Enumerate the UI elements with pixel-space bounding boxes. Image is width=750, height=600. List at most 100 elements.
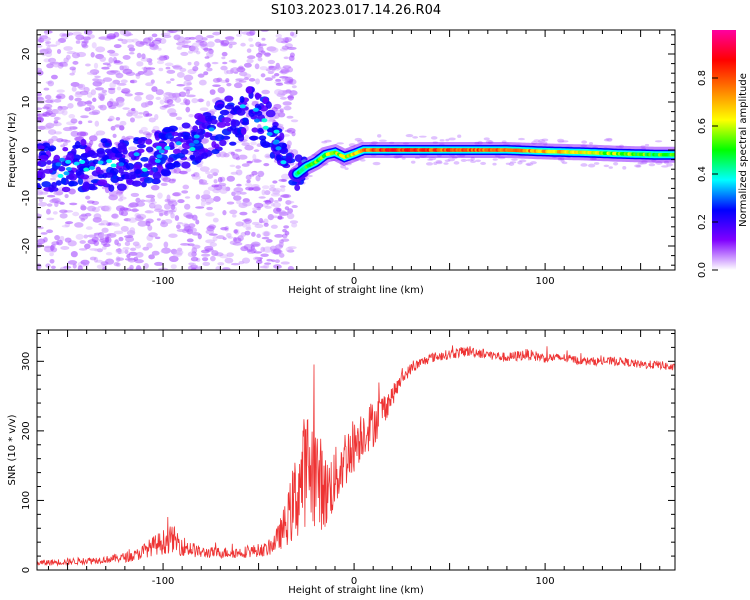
noise-blob [197, 98, 205, 103]
noise-blob [336, 142, 344, 145]
noise-blob [154, 236, 161, 240]
noise-blob [244, 145, 254, 151]
noise-blob [154, 261, 164, 266]
noise-blob [51, 135, 58, 142]
noise-blob [249, 44, 254, 48]
snr-xtick-label: -100 [152, 576, 175, 587]
noise-blob [209, 109, 218, 113]
noise-blob [261, 189, 266, 196]
noise-blob [39, 48, 48, 54]
noise-blob [278, 253, 285, 258]
noise-blob [148, 41, 155, 48]
noise-blob [160, 32, 171, 36]
noise-blob [105, 251, 113, 256]
noise-blob [127, 203, 135, 208]
noise-blob [200, 197, 207, 202]
noise-blob [145, 133, 152, 138]
noise-blob [260, 73, 266, 78]
noise-blob [78, 120, 83, 125]
noise-blob [80, 204, 86, 210]
signal-blob [160, 168, 171, 176]
noise-blob [177, 221, 184, 225]
noise-blob [98, 233, 106, 239]
noise-blob [286, 46, 297, 51]
noise-blob [113, 230, 124, 235]
signal-blob [257, 127, 264, 133]
noise-blob [263, 263, 270, 269]
noise-blob [136, 214, 142, 219]
noise-blob [37, 92, 43, 97]
signal-blob [189, 154, 196, 160]
noise-blob [272, 248, 282, 255]
noise-blob [135, 72, 141, 77]
noise-blob [580, 163, 588, 167]
signal-blob [251, 127, 259, 133]
noise-blob [85, 226, 93, 230]
noise-blob [274, 88, 283, 96]
noise-blob [282, 89, 293, 94]
noise-blob [283, 81, 293, 85]
signal-blob [280, 160, 287, 165]
noise-blob [197, 73, 205, 78]
noise-blob [78, 214, 89, 220]
noise-blob [115, 116, 121, 121]
noise-blob [282, 194, 292, 199]
noise-blob [104, 236, 110, 243]
noise-blob [80, 115, 89, 119]
noise-blob [168, 255, 179, 263]
noise-blob [475, 159, 481, 163]
noise-blob [252, 186, 261, 192]
noise-blob [45, 263, 51, 268]
signal-blob [65, 159, 72, 164]
noise-blob [199, 40, 208, 47]
noise-blob [135, 40, 145, 47]
noise-blob [287, 208, 294, 214]
noise-blob [278, 178, 287, 182]
noise-blob [190, 267, 197, 270]
noise-blob [222, 61, 228, 65]
noise-blob [191, 262, 197, 268]
snr-ylabel: SNR (10 * v/v) [7, 414, 18, 485]
signal-blob [92, 159, 99, 165]
noise-blob [113, 70, 121, 76]
noise-blob [274, 112, 280, 119]
noise-blob [183, 223, 191, 228]
noise-blob [242, 200, 252, 207]
noise-blob [150, 79, 155, 84]
signal-blob [37, 161, 42, 166]
noise-blob [94, 78, 103, 82]
noise-blob [264, 190, 271, 196]
noise-blob [103, 243, 111, 248]
noise-blob [53, 98, 62, 103]
noise-blob [89, 256, 97, 261]
noise-blob [79, 240, 86, 244]
noise-blob [41, 125, 52, 130]
noise-blob [191, 46, 199, 53]
noise-blob [251, 231, 256, 237]
noise-blob [109, 82, 116, 89]
signal-blob [78, 144, 88, 150]
noise-blob [221, 51, 228, 57]
noise-blob [483, 137, 490, 141]
noise-blob [64, 139, 71, 143]
noise-blob [186, 82, 193, 86]
noise-blob [145, 94, 155, 101]
noise-blob [622, 166, 627, 170]
noise-blob [195, 206, 205, 209]
noise-blob [146, 242, 153, 249]
noise-blob [198, 182, 209, 186]
noise-blob [230, 262, 241, 266]
noise-blob [211, 61, 219, 65]
noise-blob [176, 71, 185, 78]
noise-blob [78, 248, 88, 251]
noise-blob [256, 233, 261, 239]
noise-blob [457, 134, 462, 138]
noise-blob [55, 95, 62, 99]
noise-blob [235, 221, 244, 227]
signal-blob [37, 171, 42, 177]
noise-blob [255, 78, 260, 85]
noise-blob [84, 243, 91, 250]
noise-blob [140, 199, 146, 203]
